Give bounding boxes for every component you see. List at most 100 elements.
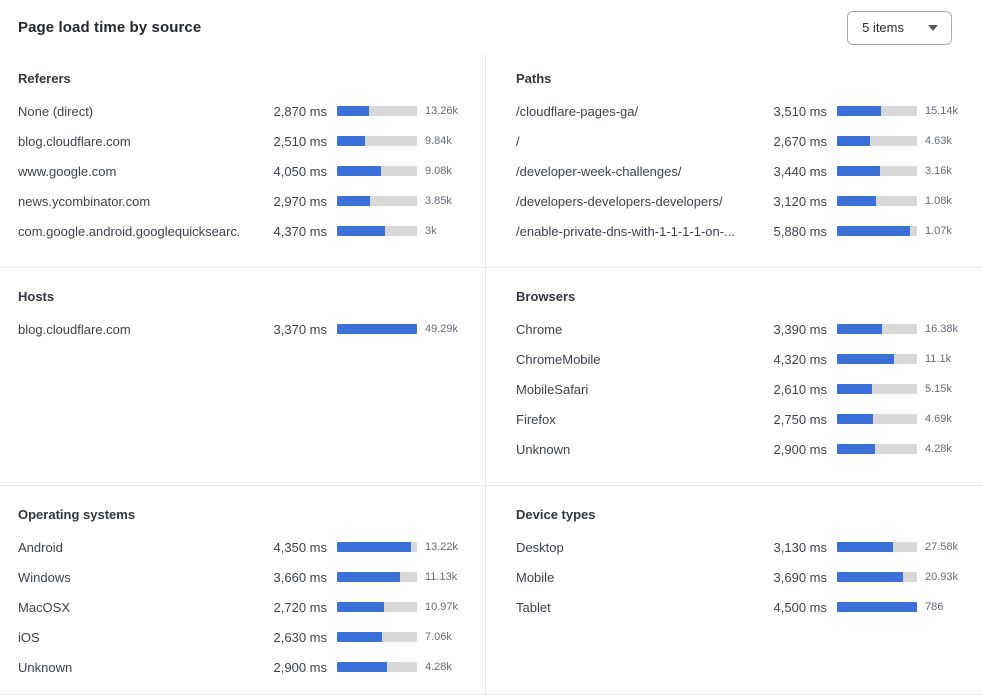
bar-track	[837, 106, 917, 116]
row-load-time: 2,900 ms	[273, 659, 327, 675]
table-row[interactable]: Firefox 2,750 ms 4.69k	[516, 404, 971, 434]
panel-rows: Desktop 3,130 ms 27.58k Mobile 3,690 ms 20.93…	[516, 532, 971, 622]
table-row[interactable]: /developers-developers-developers/3,120 …	[516, 186, 971, 216]
table-row[interactable]: Chrome 3,390 ms 16.38k	[516, 314, 971, 344]
panel-title-operating-systems: Operating systems	[18, 507, 136, 522]
row-visit-count: 15.14k	[925, 105, 959, 117]
row-load-time: 3,440 ms	[773, 163, 827, 179]
row-label: /developers-developers-developers/	[516, 193, 723, 209]
bar-track	[837, 602, 917, 612]
panel-referers: Referers None (direct) 2,870 ms 13.26k blog.…	[0, 55, 486, 267]
row-label: Desktop	[516, 539, 564, 555]
items-count-dropdown[interactable]: 5 items	[847, 10, 952, 45]
row-visit-count: 1.08k	[925, 195, 952, 207]
bar-fill	[837, 106, 881, 116]
row-visit-count: 4.63k	[925, 135, 952, 147]
row-visit-count: 27.58k	[925, 541, 959, 553]
bar-track	[837, 226, 917, 236]
bar-fill	[337, 226, 385, 236]
panel-title-device-types: Device types	[516, 507, 596, 522]
table-row[interactable]: /cloudflare-pages-ga/3,510 ms 15.14k	[516, 96, 971, 126]
row-label: MacOSX	[18, 599, 71, 615]
table-row[interactable]: blog.cloudflare.com 2,510 ms 9.84k	[18, 126, 471, 156]
bar-track	[837, 444, 917, 454]
table-row[interactable]: /enable-private-dns-with-1-1-1-1-on-... 5…	[516, 216, 971, 246]
bar-fill	[837, 196, 876, 206]
bar-fill	[337, 542, 412, 552]
row-visit-count: 10.97k	[425, 601, 459, 613]
panel-title-browsers: Browsers	[516, 289, 576, 304]
page-title: Page load time by source	[18, 19, 202, 36]
items-count-value: 5 items	[862, 20, 904, 35]
bar-track	[337, 602, 417, 612]
bar-fill	[837, 572, 903, 582]
table-row[interactable]: None (direct) 2,870 ms 13.26k	[18, 96, 471, 126]
table-row[interactable]: Tablet 4,500 ms 786	[516, 592, 971, 622]
table-row[interactable]: news.ycombinator.com 2,970 ms 3.85k	[18, 186, 471, 216]
row-label: MobileSafari	[516, 381, 589, 397]
row-label: Chrome	[516, 321, 563, 337]
table-row[interactable]: blog.cloudflare.com 3,370 ms 49.29k	[18, 314, 471, 344]
bar-track	[837, 136, 917, 146]
table-row[interactable]: Android 4,350 ms 13.22k	[18, 532, 471, 562]
row-load-time: 4,500 ms	[773, 599, 827, 615]
bar-fill	[837, 414, 874, 424]
bar-fill	[337, 632, 383, 642]
row-visit-count: 7.06k	[425, 631, 452, 643]
row-label: blog.cloudflare.com	[18, 133, 131, 149]
row-load-time: 3,120 ms	[773, 193, 827, 209]
table-row[interactable]: / 2,670 ms 4.63k	[516, 126, 971, 156]
table-row[interactable]: Unknown 2,900 ms 4.28k	[516, 434, 971, 464]
row-load-time: 3,660 ms	[273, 569, 327, 585]
table-row[interactable]: Windows 3,660 ms 11.13k	[18, 562, 471, 592]
bar-track	[837, 196, 917, 206]
bar-track	[337, 136, 417, 146]
caret-down-icon	[928, 24, 938, 31]
bar-fill	[337, 572, 400, 582]
row-label: blog.cloudflare.com	[18, 321, 131, 337]
table-row[interactable]: MacOSX 2,720 ms 10.97k	[18, 592, 471, 622]
row-load-time: 2,630 ms	[273, 629, 327, 645]
table-row[interactable]: MobileSafari 2,610 ms 5.15k	[516, 374, 971, 404]
row-label: Android	[18, 539, 63, 555]
bar-track	[337, 106, 417, 116]
bar-fill	[337, 166, 382, 176]
row-load-time: 2,750 ms	[773, 411, 827, 427]
table-row[interactable]: iOS 2,630 ms 7.06k	[18, 622, 471, 652]
bar-fill	[337, 324, 417, 334]
table-row[interactable]: ChromeMobile 4,320 ms 11.1k	[516, 344, 971, 374]
table-row[interactable]: www.google.com 4,050 ms 9.08k	[18, 156, 471, 186]
row-visit-count: 1.07k	[925, 225, 952, 237]
row-load-time: 3,690 ms	[773, 569, 827, 585]
table-row[interactable]: Unknown 2,900 ms 4.28k	[18, 652, 471, 682]
table-row[interactable]: /developer-week-challenges/3,440 ms 3.16k	[516, 156, 971, 186]
table-row[interactable]: com.google.android.googlequicksearc... 4,…	[18, 216, 471, 246]
panel-title-hosts: Hosts	[18, 289, 55, 304]
panel-browsers: Browsers Chrome 3,390 ms 16.38k ChromeMobile…	[486, 267, 982, 485]
panel-paths: Paths/cloudflare-pages-ga/3,510 ms 15.14k…	[486, 55, 982, 267]
bar-track	[337, 166, 417, 176]
row-label: Windows	[18, 569, 71, 585]
table-row[interactable]: Mobile 3,690 ms 20.93k	[516, 562, 971, 592]
row-label: iOS	[18, 629, 40, 645]
bar-track	[337, 572, 417, 582]
bar-fill	[337, 136, 365, 146]
bar-fill	[337, 662, 387, 672]
table-row[interactable]: Desktop 3,130 ms 27.58k	[516, 532, 971, 562]
bar-fill	[837, 324, 882, 334]
row-label: com.google.android.googlequicksearc...	[18, 223, 239, 239]
panel-title-referers: Referers	[18, 71, 71, 86]
bar-track	[837, 324, 917, 334]
panels-grid: Referers None (direct) 2,870 ms 13.26k blog.…	[0, 55, 982, 695]
row-label: Tablet	[516, 599, 551, 615]
row-load-time: 4,350 ms	[273, 539, 327, 555]
bar-fill	[337, 106, 369, 116]
row-load-time: 5,880 ms	[773, 223, 827, 239]
bar-track	[337, 632, 417, 642]
row-load-time: 2,510 ms	[273, 133, 327, 149]
bar-track	[337, 662, 417, 672]
bar-fill	[837, 354, 895, 364]
row-visit-count: 4.28k	[425, 661, 452, 673]
row-label: Mobile	[516, 569, 555, 585]
bar-track	[837, 414, 917, 424]
